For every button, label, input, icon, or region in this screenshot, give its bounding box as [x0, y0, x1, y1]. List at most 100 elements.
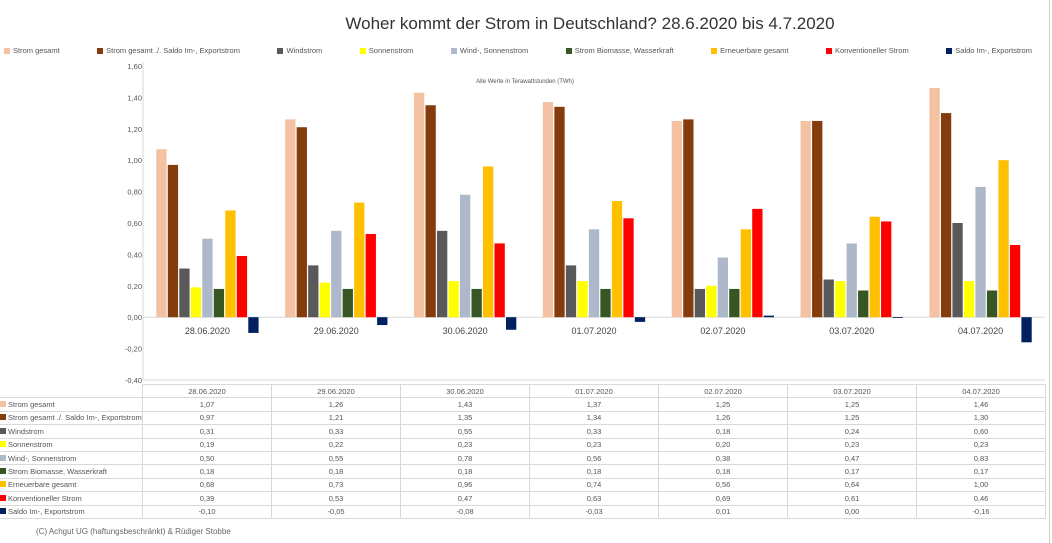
bar-wind-sonnenstrom	[331, 230, 342, 318]
bar-chart: 1,60 1,40 1,20 1,00 0,80 0,60 0,40 0,20 0,00 -0,2…	[125, 62, 1045, 384]
table-cell: 0,38	[658, 450, 788, 466]
bar-erneuerbare-gesamt	[225, 210, 236, 318]
bar-saldo-im-exportstrom	[892, 317, 903, 318]
table-cell: 0,00	[787, 504, 917, 519]
bar-erneuerbare-gesamt	[354, 202, 365, 318]
bar-wind-sonnenstrom	[202, 238, 213, 318]
table-cell: 1,21	[271, 410, 401, 426]
table-cell: 0,46	[916, 491, 1046, 506]
bar-erneuerbare-gesamt	[869, 216, 880, 318]
legend-item: Strom Biomasse, Wasserkraft	[565, 46, 674, 55]
x-tick-label: 04.07.2020	[958, 326, 1003, 336]
legend-label: Sonnenstrom	[368, 46, 414, 55]
bar-wind-sonnenstrom	[459, 194, 471, 318]
y-tick-label: 0,40	[127, 250, 142, 259]
bar-erneuerbare-gesamt	[611, 201, 623, 318]
row-label-text: Saldo Im-, Exportstrom	[8, 507, 85, 517]
legend-label: Strom gesamt	[13, 46, 60, 55]
bar-saldo-im-exportstrom	[248, 317, 259, 333]
table-cell: 0,22	[271, 437, 401, 452]
bar-strom-biomasse-wasserkraft	[986, 290, 998, 318]
y-tick-label: 1,60	[127, 62, 142, 71]
legend-swatch	[711, 47, 718, 54]
table-cell: 0,23	[916, 437, 1046, 452]
bar-sonnenstrom	[706, 285, 717, 318]
table-cell: 0,60	[916, 424, 1046, 439]
legend-label: Konventioneller Strom	[835, 46, 909, 55]
bar-windstrom	[952, 223, 963, 318]
bar-konventioneller-strom	[365, 233, 376, 318]
table-cell: 0,55	[400, 424, 530, 439]
bar-windstrom	[436, 230, 448, 318]
row-label-text: Konventioneller Strom	[8, 493, 82, 503]
bar-strom-gesamt-saldo-im-exportstrom	[812, 120, 823, 318]
table-cell: 0,18	[658, 424, 788, 439]
legend-item: Erneuerbare gesamt	[711, 46, 789, 55]
table-row: Wind-, Sonnenstrom 0,50 0,55 0,78 0,56 0,38 0,…	[0, 450, 1046, 466]
legend-item: Saldo Im-, Exportstrom	[946, 46, 1032, 55]
legend-swatch	[565, 47, 572, 54]
row-label: Sonnenstrom	[0, 437, 143, 452]
table-cell: 0,23	[529, 437, 659, 452]
table-cell: 1,25	[658, 397, 788, 412]
bar-strom-gesamt	[285, 119, 296, 318]
row-label: Strom gesamt	[0, 397, 143, 412]
legend-label: Saldo Im-, Exportstrom	[955, 46, 1032, 55]
table-row: Saldo Im-, Exportstrom -0,10 -0,05 -0,08 -0,…	[0, 504, 1046, 519]
legend-swatch	[359, 47, 366, 54]
table-cell: 0,97	[142, 410, 272, 426]
bar-strom-gesamt	[413, 92, 425, 318]
legend-item: Strom gesamt ./. Saldo Im-, Exportstrom	[97, 46, 240, 55]
table-cell: 1,35	[400, 410, 530, 426]
legend-label: Strom Biomasse, Wasserkraft	[574, 46, 674, 55]
chart-subtitle: Alle Werte in Terawattstunden (TWh)	[476, 79, 574, 85]
bar-strom-gesamt	[156, 149, 167, 318]
table-cell: 0,33	[529, 424, 659, 439]
table-cell: 0,83	[916, 450, 1046, 466]
table-cell: -0,08	[400, 504, 530, 519]
table-cell: 0,53	[271, 491, 401, 506]
row-label-text: Sonnenstrom	[8, 440, 53, 450]
bar-strom-gesamt	[800, 120, 811, 318]
table-cell: 0,18	[400, 464, 530, 479]
legend-item: Windstrom	[277, 46, 322, 55]
row-label-text: Strom Biomasse, Wasserkraft	[8, 467, 107, 477]
bar-strom-biomasse-wasserkraft	[213, 288, 225, 318]
legend-swatch	[0, 454, 6, 461]
bar-windstrom	[823, 279, 834, 318]
table-cell: 1,25	[787, 410, 917, 426]
table-cell: 0,23	[787, 437, 917, 452]
bar-wind-sonnenstrom	[717, 257, 729, 318]
table-cell: 0,61	[787, 491, 917, 506]
table-cell: 0,19	[142, 437, 272, 452]
legend-swatch	[0, 427, 6, 434]
table-cell: 0,56	[658, 477, 788, 493]
bar-strom-biomasse-wasserkraft	[342, 288, 353, 318]
table-cell: 0,17	[916, 464, 1046, 479]
table-cell: 0,31	[142, 424, 272, 439]
bar-saldo-im-exportstrom	[377, 317, 388, 326]
legend-swatch	[4, 47, 10, 54]
copyright-footer: (C) Achgut UG (haftungsbeschränkt) & Rüd…	[36, 527, 231, 536]
bar-strom-gesamt-saldo-im-exportstrom	[940, 113, 952, 318]
table-header-date: 29.06.2020	[271, 383, 401, 399]
bar-erneuerbare-gesamt	[998, 160, 1009, 318]
table-cell: 0,23	[400, 437, 530, 452]
table-cell: 1,37	[529, 397, 659, 412]
data-table: 28.06.2020 29.06.2020 30.06.2020 01.07.2020…	[0, 383, 1046, 519]
bar-erneuerbare-gesamt	[740, 229, 752, 318]
bar-sonnenstrom	[190, 287, 202, 318]
legend-swatch	[0, 401, 6, 408]
y-tick-label: -0,20	[125, 345, 142, 354]
legend-label: Strom gesamt ./. Saldo Im-, Exportstrom	[106, 46, 240, 55]
row-label-text: Windstrom	[8, 426, 44, 436]
bar-erneuerbare-gesamt	[482, 166, 494, 318]
table-cell: -0,03	[529, 504, 659, 519]
y-tick-label: 1,20	[127, 125, 142, 134]
row-label-text: Erneuerbare gesamt	[8, 480, 77, 490]
bar-saldo-im-exportstrom	[634, 317, 646, 322]
legend-swatch	[0, 468, 6, 475]
table-cell: 1,43	[400, 397, 530, 412]
table-cell: 0,18	[529, 464, 659, 479]
table-header-date: 04.07.2020	[916, 383, 1046, 399]
